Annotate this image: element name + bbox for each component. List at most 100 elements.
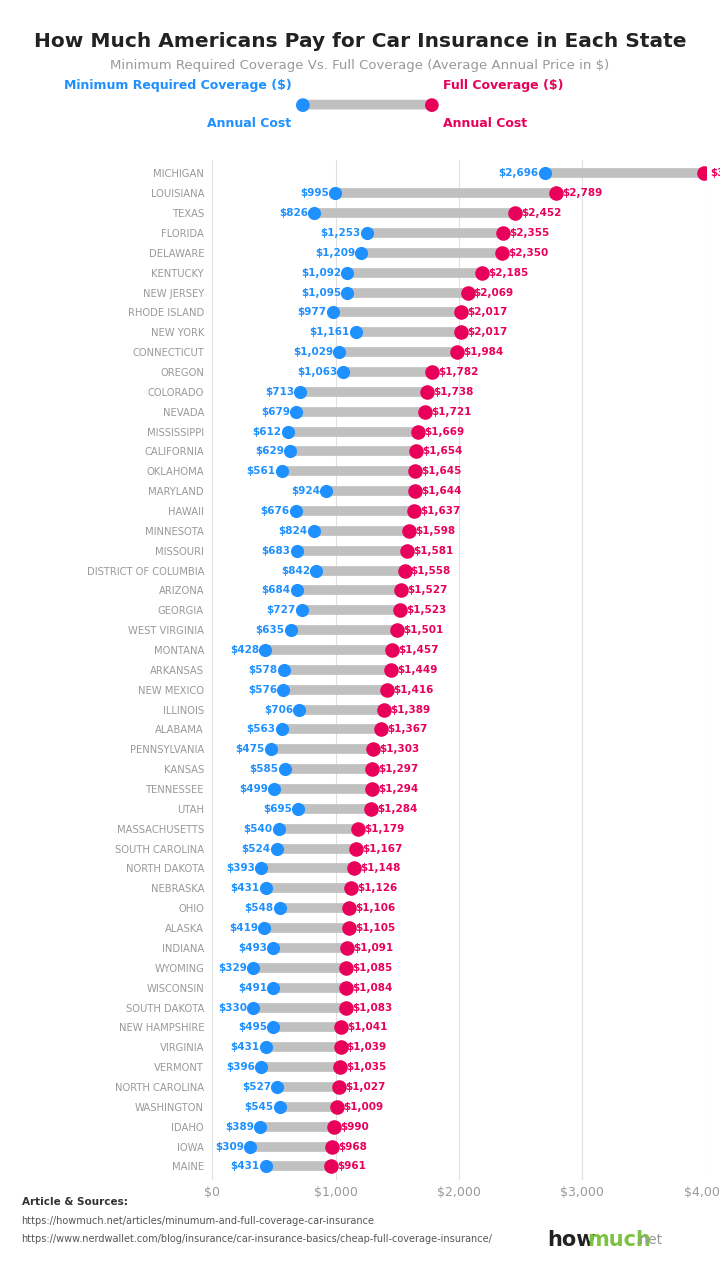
Text: $578: $578: [248, 665, 277, 675]
Text: $1,416: $1,416: [393, 685, 433, 694]
Text: Minimum Required Coverage Vs. Full Coverage (Average Annual Price in $): Minimum Required Coverage Vs. Full Cover…: [110, 59, 610, 71]
Point: [356, 242, 367, 263]
Text: $329: $329: [218, 963, 247, 972]
Text: $1,209: $1,209: [315, 248, 355, 258]
Text: $1,645: $1,645: [421, 466, 462, 476]
Text: $612: $612: [253, 426, 282, 436]
Text: $1,035: $1,035: [346, 1062, 387, 1072]
Text: $545: $545: [244, 1101, 274, 1111]
Text: $1,527: $1,527: [407, 586, 447, 596]
Point: [282, 421, 294, 441]
Point: [255, 859, 266, 879]
Text: $493: $493: [238, 943, 267, 953]
Text: $527: $527: [242, 1082, 271, 1092]
Point: [385, 660, 397, 680]
Point: [285, 620, 297, 641]
Point: [366, 778, 378, 799]
Point: [395, 600, 406, 620]
Point: [325, 1156, 337, 1176]
Text: much: much: [587, 1230, 651, 1250]
Text: how: how: [547, 1230, 595, 1250]
Point: [291, 581, 302, 601]
Text: $924: $924: [291, 486, 320, 496]
Point: [294, 699, 305, 720]
Text: $431: $431: [230, 1042, 259, 1053]
Text: $2,017: $2,017: [467, 308, 508, 318]
Point: [329, 182, 341, 203]
Text: $475: $475: [235, 744, 265, 754]
Text: $1,367: $1,367: [387, 725, 428, 735]
Text: $1,294: $1,294: [378, 783, 418, 794]
Text: $727: $727: [266, 605, 296, 615]
Point: [296, 600, 307, 620]
Point: [421, 382, 433, 402]
Text: $2,696: $2,696: [498, 168, 539, 179]
Text: $1,501: $1,501: [404, 625, 444, 635]
Point: [346, 878, 357, 898]
Text: https://howmuch.net/articles/minumum-and-full-coverage-car-insurance: https://howmuch.net/articles/minumum-and…: [22, 1216, 374, 1226]
Point: [276, 720, 287, 740]
Point: [292, 799, 304, 819]
Text: $330: $330: [218, 1003, 247, 1013]
Text: $1,105: $1,105: [355, 923, 395, 933]
Text: $1,984: $1,984: [463, 347, 503, 357]
Text: $3,986: $3,986: [710, 168, 720, 179]
Text: $1,303: $1,303: [379, 744, 420, 754]
Text: $1,644: $1,644: [421, 486, 462, 496]
Text: $824: $824: [279, 526, 308, 536]
Point: [539, 163, 551, 184]
Point: [341, 957, 352, 977]
Point: [278, 660, 289, 680]
Point: [290, 500, 302, 521]
Text: $1,457: $1,457: [398, 646, 438, 655]
Text: $499: $499: [239, 783, 268, 794]
Text: $431: $431: [230, 883, 259, 893]
Point: [426, 362, 438, 383]
Text: $683: $683: [261, 546, 290, 556]
Point: [402, 541, 413, 561]
Text: $1,009: $1,009: [343, 1101, 383, 1111]
Text: $585: $585: [249, 764, 279, 775]
Point: [248, 998, 259, 1018]
Point: [350, 322, 361, 342]
Point: [341, 977, 352, 998]
Text: $389: $389: [225, 1122, 254, 1132]
Text: $679: $679: [261, 407, 290, 417]
Point: [365, 799, 377, 819]
Text: $1,721: $1,721: [431, 407, 471, 417]
Text: $1,091: $1,091: [353, 943, 393, 953]
Text: $1,389: $1,389: [390, 704, 430, 715]
Point: [476, 263, 487, 283]
Text: $563: $563: [247, 725, 276, 735]
Text: $684: $684: [261, 586, 291, 596]
Text: $548: $548: [245, 903, 274, 914]
Point: [274, 898, 286, 919]
Point: [451, 342, 463, 362]
Text: $1,161: $1,161: [309, 327, 349, 337]
Point: [387, 639, 398, 660]
Text: $1,092: $1,092: [301, 268, 341, 278]
Point: [348, 859, 360, 879]
Point: [410, 481, 421, 501]
Text: $431: $431: [230, 1161, 259, 1171]
Point: [333, 342, 345, 362]
Point: [698, 163, 710, 184]
Text: $1,581: $1,581: [413, 546, 454, 556]
Point: [334, 1057, 346, 1077]
Text: $1,558: $1,558: [410, 565, 451, 575]
Text: $1,063: $1,063: [297, 367, 337, 376]
Point: [404, 521, 415, 541]
Point: [375, 720, 387, 740]
Point: [308, 521, 320, 541]
Text: $1,029: $1,029: [293, 347, 333, 357]
Text: $1,106: $1,106: [355, 903, 395, 914]
Text: $540: $540: [243, 824, 273, 833]
Point: [410, 441, 422, 462]
Text: Article & Sources:: Article & Sources:: [22, 1197, 127, 1207]
Point: [410, 461, 421, 481]
Point: [496, 242, 508, 263]
Point: [273, 819, 284, 840]
Text: $1,782: $1,782: [438, 367, 479, 376]
Point: [419, 402, 431, 422]
Point: [338, 362, 349, 383]
